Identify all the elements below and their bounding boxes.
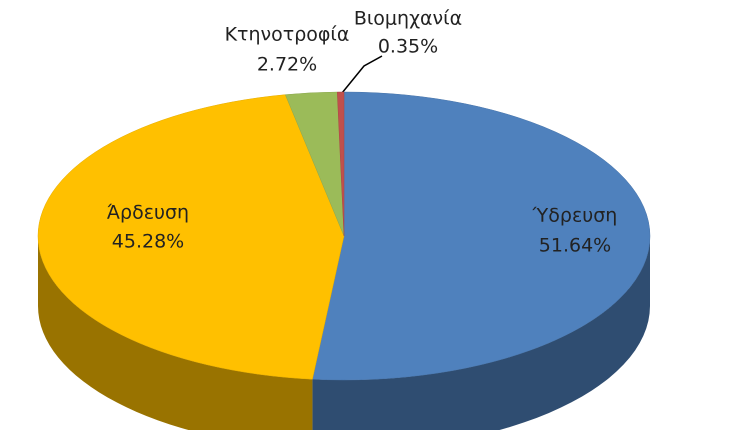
value-label: 51.64% — [539, 235, 611, 257]
value-label: 0.35% — [378, 36, 438, 58]
slice-side — [312, 236, 650, 430]
slice-label: Άρδευση — [107, 202, 189, 224]
slice — [337, 91, 345, 237]
leader-line — [341, 55, 383, 94]
value-label: 2.72% — [257, 54, 317, 76]
slice-label: Κτηνοτροφία — [225, 24, 350, 46]
slice — [312, 91, 651, 381]
slice-label: Ύδρευση — [532, 205, 618, 227]
slice-side — [38, 236, 313, 430]
slice-label: Βιομηχανία — [354, 8, 462, 30]
slice — [37, 94, 345, 380]
value-label: 45.28% — [112, 231, 184, 253]
